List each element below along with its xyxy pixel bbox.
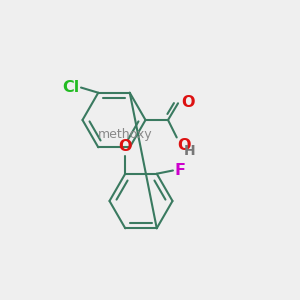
Text: Cl: Cl xyxy=(62,80,80,95)
Text: F: F xyxy=(174,163,185,178)
Text: methoxy: methoxy xyxy=(98,128,153,141)
Text: O: O xyxy=(178,138,191,153)
Text: H: H xyxy=(184,144,196,158)
Text: O: O xyxy=(118,139,132,154)
Text: O: O xyxy=(182,94,195,110)
